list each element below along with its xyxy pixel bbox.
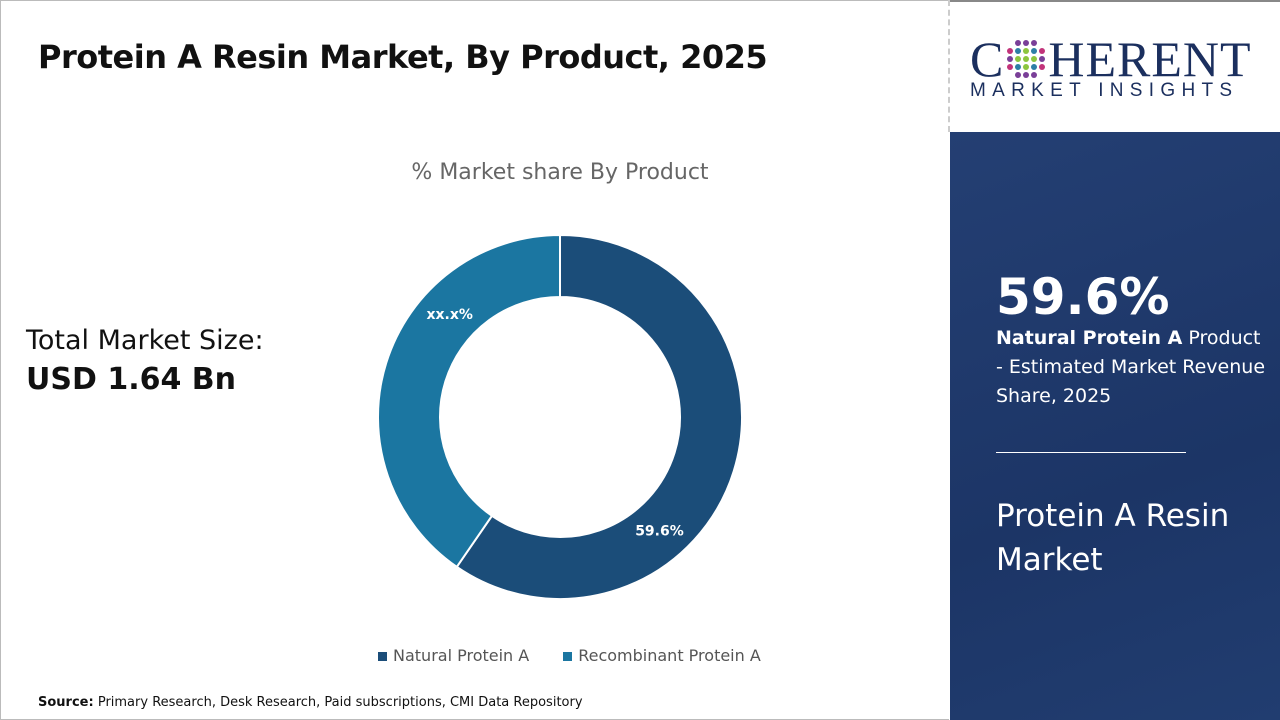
logo-dot bbox=[1031, 56, 1038, 62]
legend: Natural Protein A Recombinant Protein A bbox=[378, 646, 761, 665]
legend-item-natural: Natural Protein A bbox=[378, 646, 529, 665]
logo-dot bbox=[1031, 72, 1038, 78]
logo-dot bbox=[1015, 40, 1022, 46]
logo-dot bbox=[1023, 64, 1030, 70]
logo: C HERENT MARKET INSIGHTS bbox=[950, 0, 1280, 134]
highlight-description: Natural Protein A Product - Estimated Ma… bbox=[996, 324, 1266, 411]
donut-slice-1 bbox=[377, 233, 561, 569]
donut-slice-0 bbox=[455, 233, 743, 600]
logo-dot bbox=[1023, 56, 1030, 62]
legend-swatch bbox=[378, 652, 387, 661]
donut-chart: 59.6% xx.x% bbox=[377, 233, 743, 600]
logo-dot bbox=[1007, 48, 1014, 54]
source-label: Source: bbox=[38, 695, 94, 710]
logo-dot bbox=[1039, 56, 1046, 62]
highlight-share: 59.6% bbox=[996, 268, 1170, 326]
panel-divider bbox=[996, 452, 1186, 453]
legend-label: Natural Protein A bbox=[393, 646, 530, 665]
source-text: Primary Research, Desk Research, Paid su… bbox=[97, 695, 583, 710]
market-name: Protein A Resin Market bbox=[996, 498, 1230, 578]
logo-wordmark: C HERENT bbox=[970, 30, 1252, 88]
page-title: Protein A Resin Market, By Product, 2025 bbox=[38, 38, 768, 76]
logo-dot bbox=[1039, 48, 1046, 54]
chart-title: % Market share By Product bbox=[411, 160, 709, 185]
logo-dot bbox=[1007, 64, 1014, 70]
logo-dot bbox=[1023, 40, 1030, 46]
logo-tagline: MARKET INSIGHTS bbox=[970, 80, 1239, 101]
logo-dot bbox=[1007, 56, 1014, 62]
description-text: Product - Estimated Market Revenue Share… bbox=[996, 327, 1266, 407]
data-label: xx.x% bbox=[426, 307, 472, 323]
legend-label: Recombinant Protein A bbox=[578, 646, 761, 665]
logo-dot bbox=[1023, 72, 1030, 78]
legend-swatch bbox=[563, 652, 573, 661]
logo-dot bbox=[1015, 72, 1022, 78]
logo-dot bbox=[1031, 64, 1038, 70]
logo-letter: C bbox=[970, 31, 1005, 87]
logo-dot bbox=[1015, 64, 1022, 70]
info-panel: 59.6% Natural Protein A Product - Estima… bbox=[950, 132, 1280, 720]
logo-dot bbox=[1039, 64, 1046, 70]
logo-dot bbox=[1023, 48, 1030, 54]
logo-letters: HERENT bbox=[1048, 31, 1252, 87]
divider bbox=[948, 0, 950, 132]
total-market-value: USD 1.64 Bn bbox=[26, 362, 236, 397]
legend-item-recombinant: Recombinant Protein A bbox=[563, 646, 761, 665]
logo-dot bbox=[1015, 56, 1022, 62]
source-note: Source: Primary Research, Desk Research,… bbox=[38, 695, 583, 710]
globe-dots-icon bbox=[1007, 40, 1046, 78]
total-market-label: Total Market Size: bbox=[26, 325, 264, 356]
segment-name: Natural Protein A bbox=[996, 327, 1183, 349]
data-label: 59.6% bbox=[635, 524, 684, 540]
logo-dot bbox=[1015, 48, 1022, 54]
logo-dot bbox=[1031, 48, 1038, 54]
logo-dot bbox=[1031, 40, 1038, 46]
